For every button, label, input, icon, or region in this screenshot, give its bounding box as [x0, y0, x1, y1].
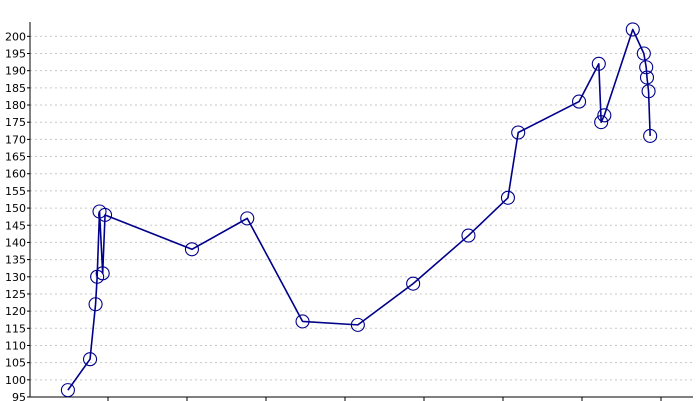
- y-tick-label: 155: [5, 185, 26, 198]
- data-point: [641, 84, 656, 99]
- y-tick-label: 165: [5, 151, 26, 164]
- data-point: [625, 22, 640, 37]
- series-line: [67, 28, 651, 391]
- axes: [29, 22, 693, 398]
- x-ticks: [107, 397, 662, 401]
- data-point: [82, 352, 98, 367]
- y-tick-label: 150: [5, 202, 26, 215]
- data-point: [594, 115, 609, 130]
- data-point: [597, 108, 612, 123]
- data-point: [500, 190, 516, 205]
- y-tick-label: 180: [5, 99, 26, 112]
- grid-lines: [30, 35, 693, 381]
- data-point: [350, 317, 365, 332]
- data-point: [511, 125, 526, 140]
- data-point: [461, 228, 476, 243]
- data-point: [88, 297, 103, 312]
- data-point: [406, 276, 421, 291]
- data-point: [571, 94, 587, 109]
- y-tick-label: 105: [5, 357, 26, 370]
- data-point: [591, 56, 606, 71]
- data-point: [639, 70, 655, 85]
- y-tick-label: 195: [5, 48, 26, 61]
- y-tick-label: 130: [5, 271, 26, 284]
- data-point: [60, 383, 75, 398]
- y-tick-label: 135: [5, 254, 26, 267]
- y-tick-label: 125: [5, 288, 26, 301]
- y-tick-label: 190: [5, 65, 26, 78]
- y-tick-label: 110: [5, 339, 26, 352]
- data-point: [295, 314, 310, 329]
- data-point: [643, 128, 658, 143]
- series: [60, 22, 658, 398]
- y-tick-label: 100: [5, 374, 26, 387]
- y-tick-label: 160: [5, 168, 26, 181]
- y-tick-label: 115: [5, 322, 26, 335]
- data-point: [184, 242, 199, 257]
- y-tick-label: 170: [5, 133, 26, 146]
- y-tick-label: 140: [5, 236, 26, 249]
- data-point: [240, 211, 255, 226]
- data-point: [95, 266, 110, 281]
- y-tick-label: 120: [5, 305, 26, 318]
- y-tick-label: 185: [5, 82, 26, 95]
- y-tick-label: 145: [5, 219, 26, 232]
- data-point: [636, 46, 651, 61]
- y-tick-label: 95: [12, 391, 26, 401]
- data-point: [98, 207, 113, 222]
- data-point: [639, 60, 654, 75]
- y-tick-label: 175: [5, 116, 26, 129]
- y-tick-labels: 95 100 105 110 115 120 125 130 135 140 145 150 155 16…: [5, 30, 30, 401]
- y-tick-label: 200: [5, 30, 26, 43]
